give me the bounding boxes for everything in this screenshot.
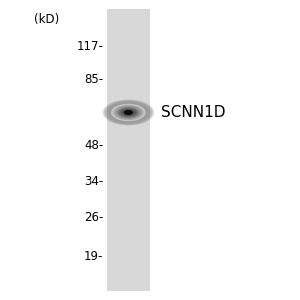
Text: SCNN1D: SCNN1D [160, 105, 225, 120]
Ellipse shape [125, 111, 132, 114]
Ellipse shape [103, 99, 154, 125]
Text: 85-: 85- [84, 73, 104, 86]
Ellipse shape [119, 108, 138, 117]
Ellipse shape [110, 103, 147, 122]
Text: 48-: 48- [84, 139, 104, 152]
Ellipse shape [123, 110, 134, 116]
Ellipse shape [124, 110, 133, 115]
Ellipse shape [111, 104, 146, 121]
Ellipse shape [106, 101, 151, 124]
Ellipse shape [112, 104, 145, 121]
Ellipse shape [109, 103, 148, 122]
Ellipse shape [117, 107, 140, 118]
Text: 19-: 19- [84, 250, 104, 263]
Ellipse shape [118, 107, 139, 118]
Ellipse shape [124, 110, 133, 115]
Ellipse shape [126, 111, 131, 114]
Text: (kD): (kD) [34, 14, 59, 26]
Text: 26-: 26- [84, 211, 104, 224]
Ellipse shape [120, 108, 136, 117]
FancyBboxPatch shape [106, 9, 150, 291]
Text: 117-: 117- [76, 40, 103, 53]
Ellipse shape [105, 100, 152, 124]
Ellipse shape [107, 102, 150, 123]
Ellipse shape [122, 109, 135, 116]
Text: 34-: 34- [84, 175, 104, 188]
Ellipse shape [127, 112, 130, 113]
Ellipse shape [113, 105, 143, 120]
Ellipse shape [116, 106, 141, 119]
Ellipse shape [115, 106, 142, 119]
Ellipse shape [103, 100, 153, 125]
Ellipse shape [108, 102, 149, 123]
